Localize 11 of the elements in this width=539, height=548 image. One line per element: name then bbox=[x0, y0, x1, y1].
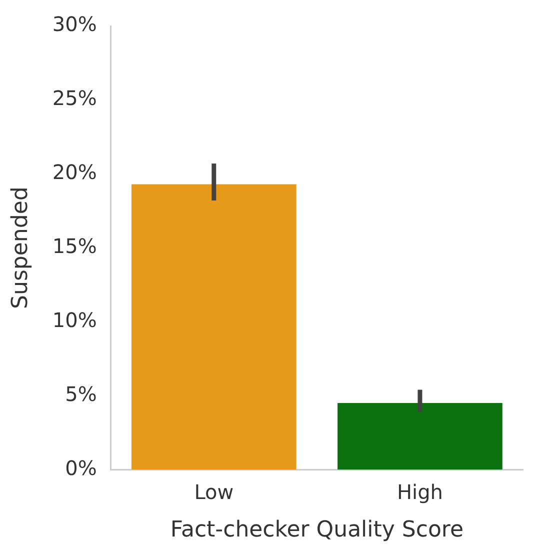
x-tick-label: Low bbox=[194, 480, 234, 504]
y-tick-label: 5% bbox=[65, 382, 97, 406]
x-axis-title: Fact-checker Quality Score bbox=[170, 518, 464, 543]
x-tick-label: High bbox=[396, 480, 443, 504]
y-tick-label: 20% bbox=[52, 160, 97, 184]
y-tick-label: 15% bbox=[52, 234, 97, 258]
y-tick-label: 30% bbox=[52, 12, 97, 36]
y-tick-label: 10% bbox=[52, 308, 97, 332]
y-tick-label: 25% bbox=[52, 86, 97, 110]
y-axis-title: Suspended bbox=[8, 186, 33, 309]
y-tick-label: 0% bbox=[65, 456, 97, 480]
